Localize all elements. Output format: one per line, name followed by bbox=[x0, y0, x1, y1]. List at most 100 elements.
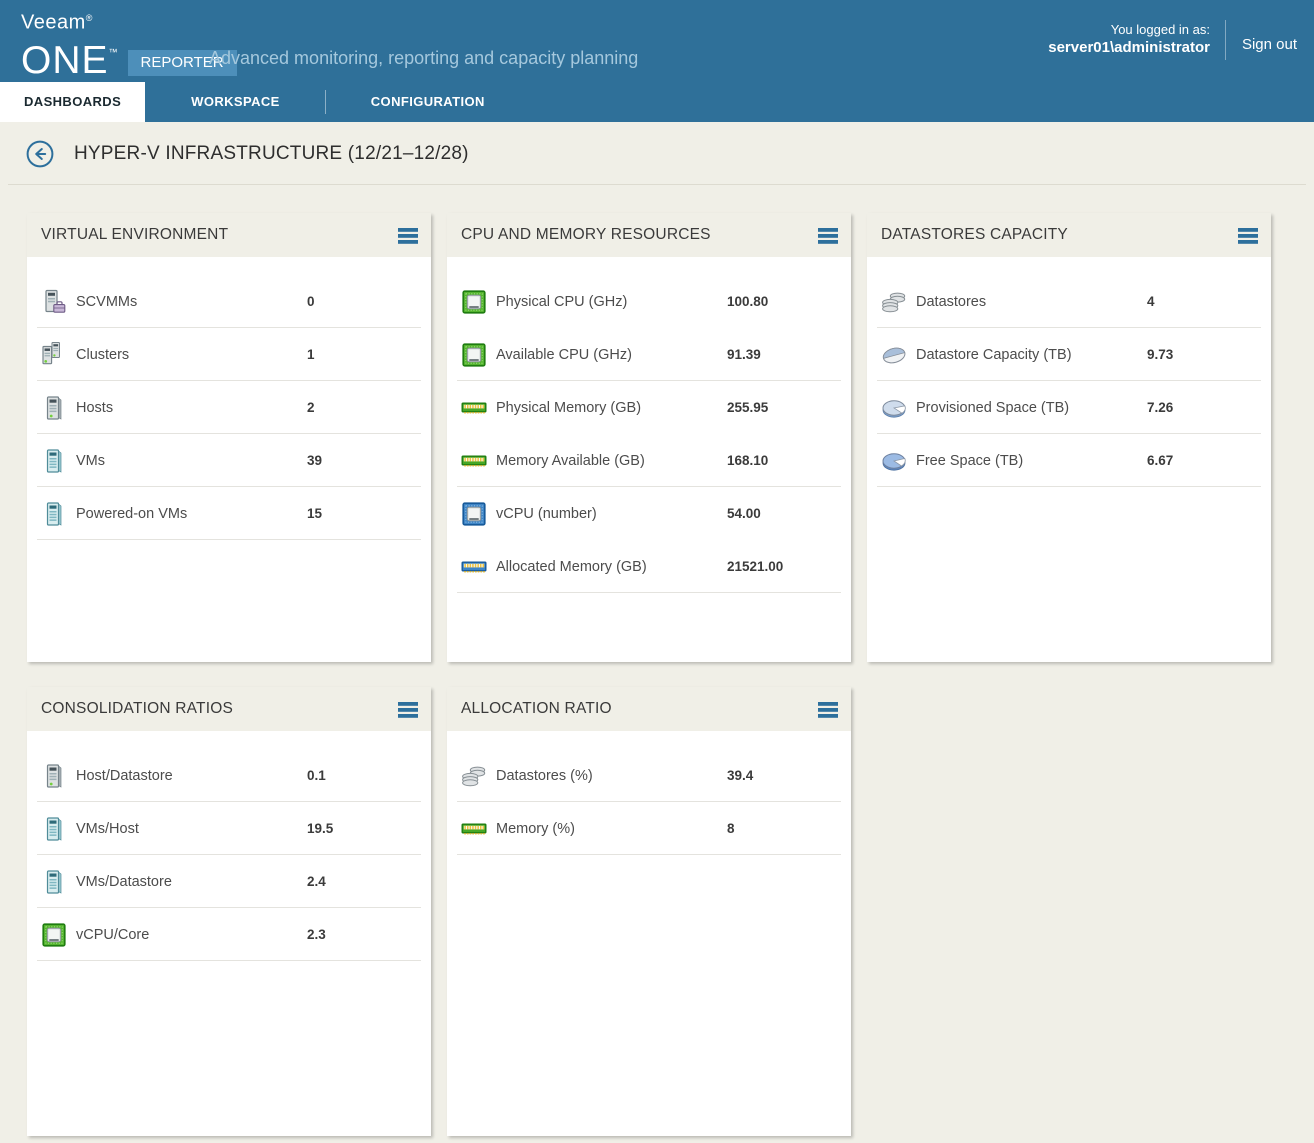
stat-value: 7.26 bbox=[1147, 400, 1174, 415]
stat-row: Datastores (%) 39.4 bbox=[447, 749, 851, 802]
stat-row: Available CPU (GHz) 91.39 bbox=[447, 328, 851, 381]
host-server-icon bbox=[41, 763, 67, 789]
card-menu-button[interactable] bbox=[1238, 226, 1258, 244]
main-nav: DASHBOARDS WORKSPACE CONFIGURATION bbox=[0, 82, 1314, 122]
hamburger-menu-icon bbox=[1238, 228, 1258, 247]
ram-green-icon bbox=[461, 816, 487, 842]
tab-dashboards[interactable]: DASHBOARDS bbox=[0, 82, 146, 122]
veeam-one-logo: Veeam® ONE™ REPORTER bbox=[21, 7, 237, 82]
stat-label: Host/Datastore bbox=[76, 767, 173, 784]
stat-label: VMs/Host bbox=[76, 820, 139, 837]
stat-label: Hosts bbox=[76, 399, 114, 416]
login-info: You logged in as: server01\administrator bbox=[1048, 21, 1210, 58]
hamburger-menu-icon bbox=[398, 228, 418, 247]
stat-row: Memory Available (GB) 168.10 bbox=[447, 434, 851, 487]
stat-label: Datastore Capacity (TB) bbox=[916, 346, 1072, 363]
logo-product-text: ONE bbox=[21, 38, 109, 82]
stat-row: SCVMMs 0 bbox=[27, 275, 431, 328]
stat-value: 15 bbox=[307, 506, 323, 521]
stat-value: 2.3 bbox=[307, 927, 326, 942]
scvmm-server-icon bbox=[41, 289, 67, 315]
pie-provisioned-icon bbox=[881, 395, 907, 421]
stat-label: Powered-on VMs bbox=[76, 505, 188, 522]
card-menu-button[interactable] bbox=[818, 700, 838, 718]
stat-label: SCVMMs bbox=[76, 293, 138, 310]
stat-label: Datastores (%) bbox=[496, 767, 593, 784]
stat-value: 21521.00 bbox=[727, 559, 784, 574]
stat-value: 91.39 bbox=[727, 347, 761, 362]
stat-row: Physical Memory (GB) 255.95 bbox=[447, 381, 851, 434]
trademark-mark: ™ bbox=[108, 46, 119, 57]
stat-row: Datastores 4 bbox=[867, 275, 1271, 328]
stat-value: 9.73 bbox=[1147, 347, 1174, 362]
stat-row: Hosts 2 bbox=[27, 381, 431, 434]
stat-row: Datastore Capacity (TB) 9.73 bbox=[867, 328, 1271, 381]
stat-value: 8 bbox=[727, 821, 735, 836]
stat-row: VMs/Datastore 2.4 bbox=[27, 855, 431, 908]
ram-green-icon bbox=[461, 448, 487, 474]
reporter-badge: REPORTER bbox=[127, 49, 237, 76]
title-divider bbox=[8, 184, 1306, 185]
tab-workspace[interactable]: WORKSPACE bbox=[191, 94, 280, 109]
stat-label: Physical CPU (GHz) bbox=[496, 293, 628, 310]
card-title: DATASTORES CAPACITY bbox=[881, 226, 1068, 243]
stat-value: 6.67 bbox=[1147, 453, 1174, 468]
cpu-green-icon bbox=[461, 289, 487, 315]
card-datastores-capacity: DATASTORES CAPACITY Datastores 4 Datastore… bbox=[867, 213, 1271, 662]
back-button[interactable] bbox=[26, 140, 54, 168]
stat-row: VMs/Host 19.5 bbox=[27, 802, 431, 855]
stat-label: vCPU (number) bbox=[496, 505, 597, 522]
tab-configuration[interactable]: CONFIGURATION bbox=[370, 94, 485, 109]
stat-label: vCPU/Core bbox=[76, 926, 150, 943]
card-consolidation-ratios: CONSOLIDATION RATIOS Host/Datastore 0.1 VM… bbox=[27, 687, 431, 1136]
logo-product: ONE™ bbox=[21, 34, 119, 82]
stat-label: Datastores bbox=[916, 293, 987, 310]
tagline: Advanced monitoring, reporting and capac… bbox=[209, 48, 639, 68]
stat-row: vCPU/Core 2.3 bbox=[27, 908, 431, 961]
card-allocation-ratio: ALLOCATION RATIO Datastores (%) 39.4 Memor… bbox=[447, 687, 851, 1136]
ram-green-icon bbox=[461, 395, 487, 421]
stat-value: 19.5 bbox=[307, 821, 334, 836]
stat-value: 1 bbox=[307, 347, 315, 362]
card-title: VIRTUAL ENVIRONMENT bbox=[41, 226, 229, 243]
sign-out-link[interactable]: Sign out bbox=[1241, 36, 1297, 53]
stat-label: VMs/Datastore bbox=[76, 873, 172, 890]
stat-row: Host/Datastore 0.1 bbox=[27, 749, 431, 802]
card-menu-button[interactable] bbox=[818, 226, 838, 244]
datastore-stack-icon bbox=[461, 763, 487, 789]
nav-divider bbox=[324, 90, 326, 114]
login-label: You logged in as: bbox=[1110, 22, 1210, 37]
stat-row: VMs 39 bbox=[27, 434, 431, 487]
stat-row: Physical CPU (GHz) 100.80 bbox=[447, 275, 851, 328]
stat-row: Allocated Memory (GB) 21521.00 bbox=[447, 540, 851, 593]
vm-server-icon bbox=[41, 448, 67, 474]
ram-blue-icon bbox=[461, 554, 487, 580]
stat-row: Provisioned Space (TB) 7.26 bbox=[867, 381, 1271, 434]
dashboard-main: HYPER-V INFRASTRUCTURE (12/21–12/28) VIR… bbox=[0, 122, 1314, 1136]
vm-server-icon bbox=[41, 501, 67, 527]
stat-label: Available CPU (GHz) bbox=[496, 346, 632, 363]
cluster-servers-icon bbox=[41, 341, 67, 368]
cpu-blue-icon bbox=[461, 501, 487, 527]
vm-server-icon bbox=[41, 869, 67, 895]
stat-value: 0.1 bbox=[307, 768, 326, 783]
card-menu-button[interactable] bbox=[398, 226, 418, 244]
pie-free-icon bbox=[881, 448, 907, 474]
stat-value: 2.4 bbox=[307, 874, 326, 889]
stat-label: Free Space (TB) bbox=[916, 452, 1024, 469]
hamburger-menu-icon bbox=[818, 702, 838, 721]
card-menu-button[interactable] bbox=[398, 700, 418, 718]
stat-value: 39 bbox=[307, 453, 323, 468]
vm-server-icon bbox=[41, 816, 67, 842]
app-header: Veeam® ONE™ REPORTER Advanced monitoring… bbox=[0, 0, 1314, 82]
stat-row: Clusters 1 bbox=[27, 328, 431, 381]
stat-value: 100.80 bbox=[727, 294, 769, 309]
header-divider bbox=[1225, 20, 1226, 60]
card-title: CONSOLIDATION RATIOS bbox=[41, 700, 234, 717]
stat-value: 39.4 bbox=[727, 768, 754, 783]
stat-row: Memory (%) 8 bbox=[447, 802, 851, 855]
back-arrow-icon bbox=[26, 140, 54, 171]
page-title: HYPER-V INFRASTRUCTURE (12/21–12/28) bbox=[74, 143, 469, 164]
stat-label: Allocated Memory (GB) bbox=[496, 558, 647, 575]
card-title: CPU AND MEMORY RESOURCES bbox=[461, 226, 711, 243]
